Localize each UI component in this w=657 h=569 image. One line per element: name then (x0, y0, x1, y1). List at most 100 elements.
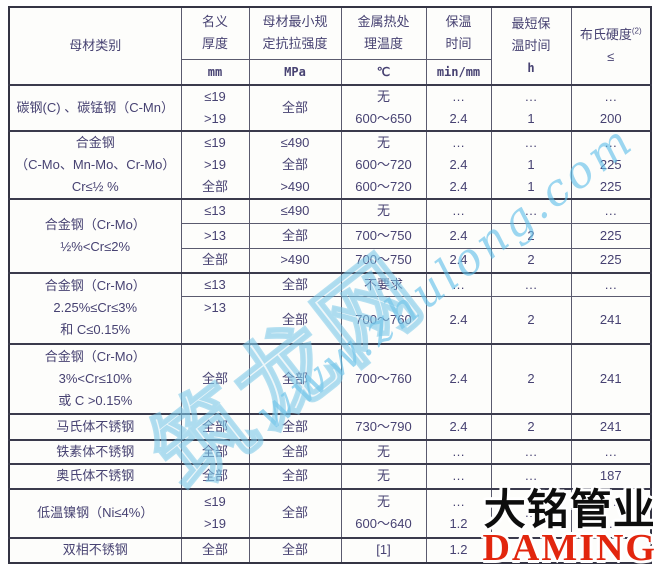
cell-line: Cr≤½ % (71, 179, 119, 194)
material-cell: 合金钢（Cr-Mo） 2.25%≤Cr≤3% 和 C≤0.15% (8, 272, 182, 344)
thickness-cell: ≤19 >19 全部 (180, 130, 250, 200)
header-hardness: 布氏硬度(2) ≤ (570, 6, 652, 86)
cell-line: >19 (203, 157, 227, 172)
cell-line: 无 (376, 89, 390, 104)
temperature-cell: 无 (340, 438, 427, 464)
thickness-cell: 全部 (180, 536, 250, 563)
cell-line: … (604, 516, 618, 531)
cell-line: 无 (376, 494, 390, 509)
cell-line: 600～650 (355, 111, 412, 126)
header-line: 温时间 (511, 38, 551, 53)
cell-line: ≤19 (204, 494, 226, 509)
unit-mm: mm (180, 58, 250, 86)
min-holding-cell: … (490, 198, 572, 224)
hardness-cell: 241 (570, 342, 652, 414)
hardness-cell: … (570, 438, 652, 464)
units-row: mm MPa ℃ min/mm (9, 58, 651, 86)
holding-cell: … 2.4 (425, 84, 492, 132)
strength-cell: 全部 (248, 222, 342, 249)
material-cell: 奥氏体不锈钢 (8, 462, 182, 489)
min-holding-cell: 2 (490, 222, 572, 249)
cell-line: 无 (376, 135, 390, 150)
temperature-cell: 不要求 (340, 272, 427, 297)
strength-cell: 全部 (248, 438, 342, 464)
temperature-cell: 无 (340, 462, 427, 489)
cell-line: 2.4 (449, 111, 468, 126)
header-line: 名义 (201, 14, 228, 30)
strength-cell: 全部 (248, 272, 342, 297)
min-holding-cell: 2 (490, 296, 572, 344)
temperature-cell: 700～750 (340, 222, 427, 249)
table-row: 马氏体不锈钢 全部 全部 730～790 2.4 2 241 (8, 412, 652, 440)
unit-mpa: MPa (248, 58, 342, 86)
thickness-cell: >13 (180, 296, 250, 344)
cell-line: 200 (599, 111, 622, 126)
hardness-cell: 187 (570, 462, 652, 489)
strength-cell: 全部 (248, 462, 342, 489)
cell-line: 600～720 (355, 157, 412, 172)
table-row: 碳钢(C) 、碳锰钢（C-Mn） ≤19 >19 全部 无 600～650 … … (8, 84, 652, 132)
strength-cell: 全部 (248, 296, 342, 344)
material-cell: 马氏体不锈钢 (8, 412, 182, 440)
header-material: 母材类别 (8, 6, 182, 86)
holding-cell: 2.4 (425, 247, 492, 274)
cell-line: … (452, 135, 465, 150)
table-row: 铁素体不锈钢 全部 全部 无 … … … (8, 438, 652, 464)
strength-cell: 全部 (248, 536, 342, 563)
cell-line: 600～720 (355, 179, 412, 194)
cell-line: … (604, 494, 618, 509)
scanned-table-sheet: 母材类别 名义 厚度 母材最小规 定抗拉强度 金属热处 理温度 保温 时间 最短… (8, 6, 652, 564)
cell-line: 全部 (201, 179, 228, 194)
material-cell: 合金钢 （C-Mo、Mn-Mo、Cr-Mo） Cr≤½ % (8, 130, 182, 200)
holding-cell: 1.2 (425, 536, 492, 563)
strength-cell: >490 (248, 247, 342, 274)
header-line: 定抗拉强度 (262, 36, 328, 52)
strength-cell: 全部 (248, 84, 342, 132)
min-holding-cell: … (490, 462, 572, 489)
min-holding-cell: … (490, 272, 572, 297)
holding-cell: 2.4 (425, 412, 492, 440)
hardness-cell: 241 (570, 412, 652, 440)
hardness-label: 布氏硬度 (579, 27, 632, 42)
material-cell: 铁素体不锈钢 (8, 438, 182, 464)
cell-line: 225 (599, 157, 622, 172)
material-cell: 双相不锈钢 (8, 536, 182, 563)
header-line: 最短保 (511, 16, 551, 31)
table-row: 合金钢（Cr-Mo） ½%<Cr≤2% ≤13 ≤490 无 … … … (8, 198, 652, 274)
thickness-cell: 全部 (180, 438, 250, 464)
cell-line: >19 (203, 111, 227, 126)
holding-cell: 2.4 (425, 296, 492, 344)
header-temperature: 金属热处 理温度 (340, 6, 427, 60)
material-cell: 合金钢（Cr-Mo） ½%<Cr≤2% (8, 198, 182, 274)
cell-line: 或 C >0.15% (58, 392, 133, 408)
min-holding-cell: 2 (490, 342, 572, 414)
hardness-cell (570, 536, 652, 563)
temperature-cell: 700～760 (340, 296, 427, 344)
temperature-cell: 无 600～650 (340, 84, 427, 132)
cell-line: 1 (527, 179, 535, 194)
cell-line: … (524, 135, 538, 150)
unit-celsius: ℃ (340, 58, 427, 86)
hardness-cell: … 200 (570, 84, 652, 132)
table-row: 合金钢（Cr-Mo） 3%<Cr≤10% 或 C >0.15% 全部 全部 70… (8, 342, 652, 414)
header-line: 时间 (445, 36, 472, 52)
table-row: 双相不锈钢 全部 全部 [1] 1.2 (8, 536, 652, 563)
cell-line: 2.4 (449, 157, 468, 172)
heat-treatment-table: 母材类别 名义 厚度 母材最小规 定抗拉强度 金属热处 理温度 保温 时间 最短… (8, 6, 652, 564)
cell-line: 600～640 (355, 516, 412, 531)
table-row: >13 全部 700～760 2.4 2 241 (9, 296, 652, 344)
cell-line: 225 (599, 179, 622, 194)
cell-line: ≤490 (280, 135, 310, 150)
cell-line: >490 (280, 179, 310, 194)
hardness-cell: … (570, 272, 652, 297)
table-row: 合金钢（Cr-Mo） 2.25%≤Cr≤3% 和 C≤0.15% ≤13 全部 … (8, 272, 652, 344)
min-holding-cell: … (490, 438, 572, 464)
strength-cell: ≤490 (248, 198, 342, 224)
cell-line: ≤19 (204, 135, 226, 150)
logo-chinese-text: 大铭管业 (483, 486, 656, 533)
thickness-cell: ≤19 >19 (180, 84, 250, 132)
cell-line: ½%<Cr≤2% (60, 239, 131, 254)
cell-line: >19 (203, 516, 227, 531)
table-row: >13 全部 700～750 2.4 2 225 (9, 222, 652, 249)
header-unit-h: h (527, 61, 535, 75)
